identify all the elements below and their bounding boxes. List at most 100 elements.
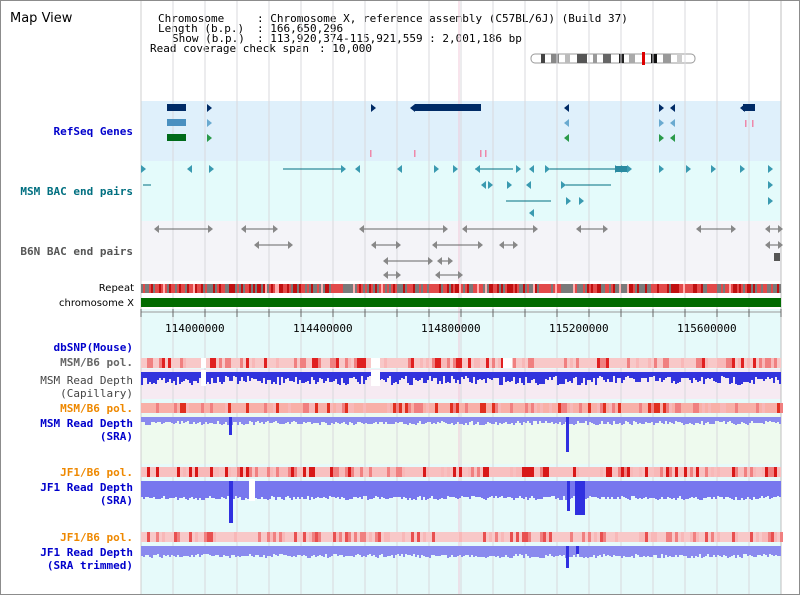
jf1-trim-depth [535, 546, 537, 557]
msm-b6-pol-strip-1-cell [720, 358, 723, 368]
msm-pair-end [187, 165, 192, 173]
jf1-sra-depth [373, 481, 375, 498]
msm-sra-depth [727, 417, 729, 422]
track-label-jf1-depth-trim-2[interactable]: (SRA trimmed) [46, 559, 133, 572]
track-label-jf1-depth-sra-2[interactable]: (SRA) [99, 494, 133, 507]
repeat-segment [555, 284, 557, 293]
msm-sra-depth [357, 417, 359, 422]
jf1-b6-pol-strip-2-cell [654, 532, 657, 542]
jf1-sra-depth [591, 481, 593, 497]
jf1-sra-depth [335, 481, 337, 498]
jf1-sra-depth [213, 481, 215, 498]
msm-cap-depth [187, 372, 189, 380]
jf1-sra-depth [383, 481, 385, 498]
track-label-msm-depth-sra-2[interactable]: (SRA) [99, 430, 133, 443]
msm-pair-end [545, 165, 550, 173]
repeat-segment [369, 284, 371, 293]
track-label-msm-depth-cap-2[interactable]: (Capillary) [60, 387, 133, 400]
jf1-b6-pol-strip-2-cell [417, 532, 420, 542]
msm-b6-pol-strip-2-cell [348, 403, 351, 413]
repeat-segment [305, 284, 307, 293]
jf1-b6-pol-strip-1-cell [441, 467, 444, 477]
repeat-segment [397, 284, 399, 293]
jf1-sra-depth [163, 481, 165, 496]
msm-sra-depth [247, 417, 249, 424]
msm-cap-depth [415, 372, 417, 380]
track-label-dbsnp[interactable]: dbSNP(Mouse) [53, 341, 133, 354]
msm-sra-depth [149, 417, 151, 425]
msm-b6-pol-strip-1-cell [705, 358, 708, 368]
repeat-segment [351, 284, 353, 293]
track-label-jf1-b6-pol-1[interactable]: JF1/B6 pol. [60, 466, 133, 479]
jf1-sra-depth [755, 481, 757, 499]
msm-sra-depth [161, 417, 163, 424]
msm-sra-depth [449, 417, 451, 424]
msm-sra-depth [171, 417, 173, 423]
repeat-segment [471, 284, 473, 293]
msm-sra-depth [195, 417, 197, 424]
repeat-segment [417, 284, 419, 293]
msm-sra-depth [511, 417, 513, 423]
jf1-b6-pol-strip-2-cell [768, 532, 771, 542]
jf1-b6-pol-strip-2-cell [294, 532, 297, 542]
jf1-trim-depth [297, 546, 299, 555]
msm-cap-depth [471, 372, 473, 383]
jf1-trim-depth [701, 546, 703, 558]
msm-cap-depth [717, 372, 719, 383]
msm-cap-depth [507, 372, 509, 381]
msm-sra-depth [561, 417, 563, 425]
msm-sra-depth [649, 417, 651, 423]
jf1-trim-depth [323, 546, 325, 557]
msm-sra-depth [339, 417, 341, 424]
track-label-msm-bac[interactable]: MSM BAC end pairs [20, 185, 133, 198]
jf1-trim-depth [245, 546, 247, 556]
b6n-pair-end [458, 271, 463, 279]
msm-b6-pol-strip-1-cell [666, 358, 669, 368]
jf1-trim-depth-spike [576, 546, 579, 554]
msm-cap-depth [751, 372, 753, 380]
repeat-segment [761, 284, 763, 293]
msm-pair-end [529, 165, 534, 173]
msm-pair-end [341, 165, 346, 173]
repeat-segment [777, 284, 779, 293]
repeat-segment [349, 284, 351, 293]
msm-sra-depth [755, 417, 757, 423]
chromosome-ideogram[interactable] [529, 52, 699, 66]
track-label-msm-depth-cap-1[interactable]: MSM Read Depth [40, 374, 133, 387]
track-label-jf1-b6-pol-2[interactable]: JF1/B6 pol. [60, 531, 133, 544]
jf1-trim-depth [149, 546, 151, 557]
jf1-b6-pol-strip-1-cell [348, 467, 351, 477]
track-label-jf1-depth-trim-1[interactable]: JF1 Read Depth [40, 546, 133, 559]
b6n-pair-end [241, 225, 246, 233]
msm-b6-pol-strip-1-cell [384, 358, 387, 368]
jf1-sra-depth [145, 481, 147, 497]
jf1-b6-pol-strip-2-cell [369, 532, 372, 542]
msm-cap-depth [503, 372, 505, 377]
jf1-trim-depth [165, 546, 167, 556]
msm-cap-depth [331, 372, 333, 382]
msm-cap-depth [505, 372, 507, 382]
repeat-segment [187, 284, 189, 293]
repeat-segment [277, 284, 279, 293]
track-label-jf1-depth-sra-1[interactable]: JF1 Read Depth [40, 481, 133, 494]
jf1-b6-pol-strip-1-cell [402, 467, 405, 477]
track-label-msm-b6-pol-1[interactable]: MSM/B6 pol. [60, 356, 133, 369]
repeat-segment [581, 284, 583, 293]
track-label-b6n-bac[interactable]: B6N BAC end pairs [20, 245, 133, 258]
jf1-sra-depth [553, 481, 555, 496]
msm-sra-depth [689, 417, 691, 423]
jf1-trim-depth [589, 546, 591, 557]
msm-cap-depth [391, 372, 393, 385]
jf1-sra-depth [467, 481, 469, 497]
jf1-trim-depth [221, 546, 223, 557]
track-label-msm-b6-pol-2[interactable]: MSM/B6 pol. [60, 402, 133, 415]
jf1-b6-pol-strip-1-cell [531, 467, 534, 477]
jf1-sra-depth [345, 481, 347, 500]
msm-sra-depth [617, 417, 619, 424]
track-label-refseq[interactable]: RefSeq Genes [53, 125, 133, 138]
jf1-trim-depth [717, 546, 719, 555]
track-label-msm-depth-sra-1[interactable]: MSM Read Depth [40, 417, 133, 430]
jf1-sra-depth [311, 481, 313, 497]
jf1-trim-depth [247, 546, 249, 556]
